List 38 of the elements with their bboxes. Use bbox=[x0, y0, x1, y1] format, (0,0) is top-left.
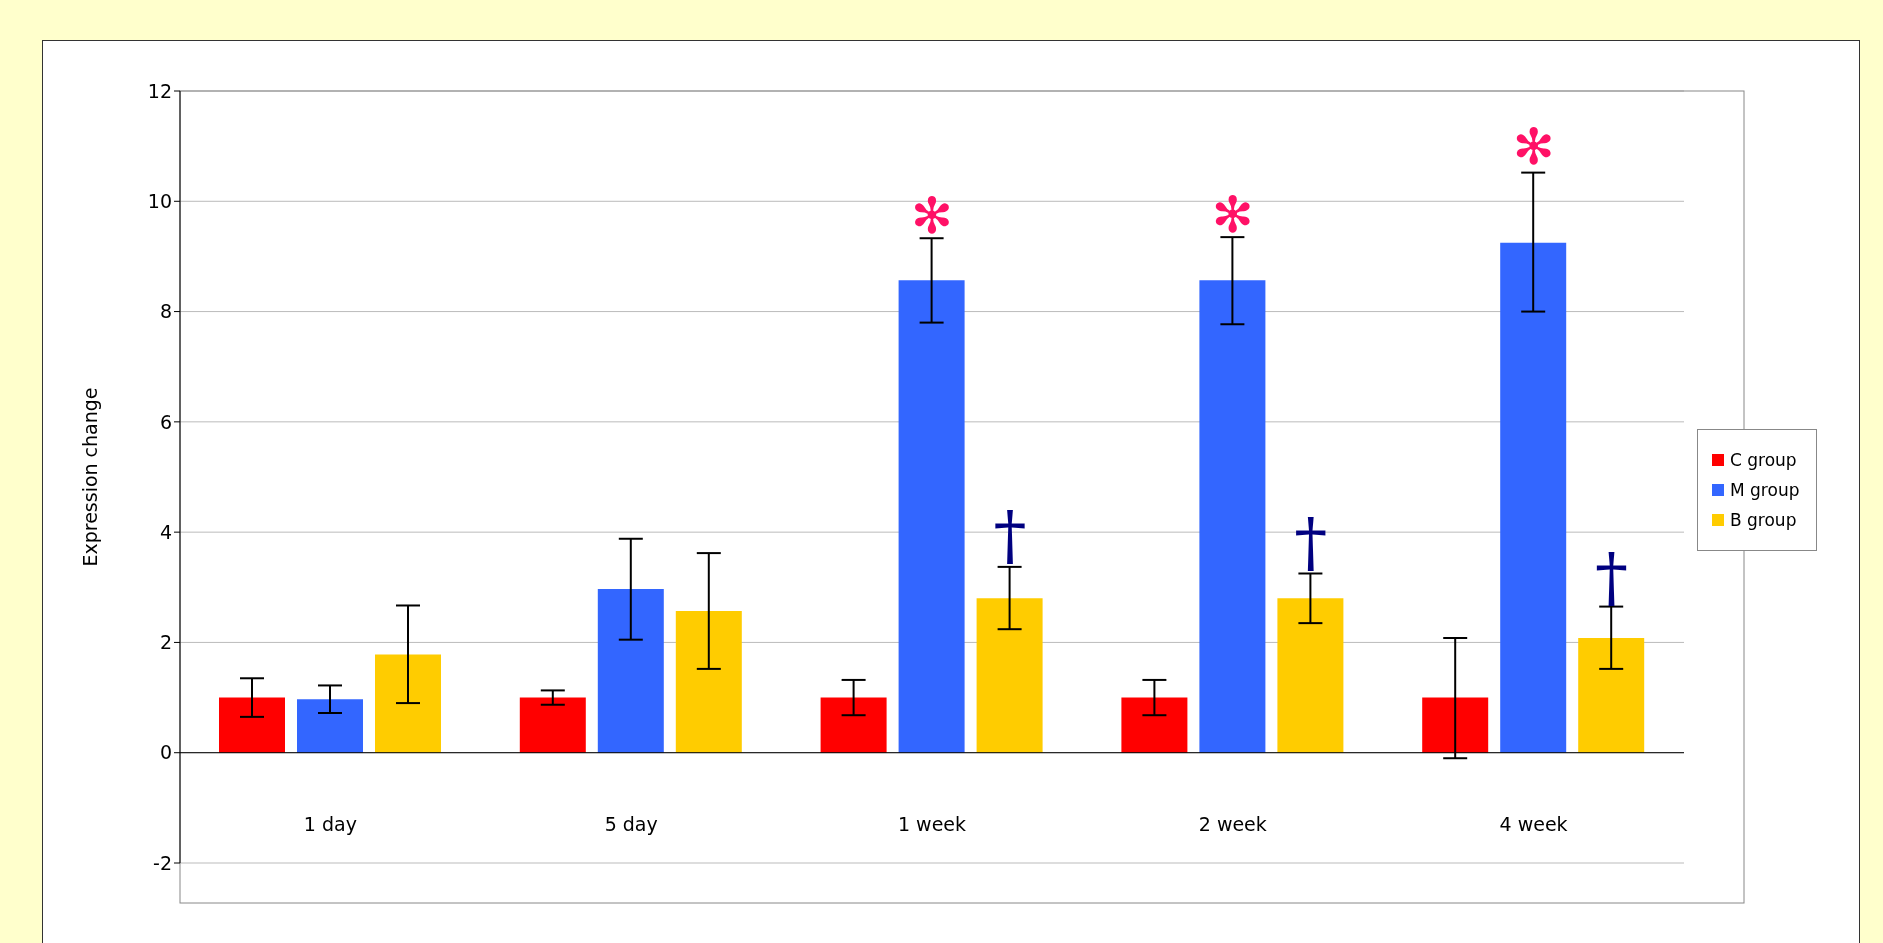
bar bbox=[519, 697, 586, 753]
annotation: ✻ bbox=[1211, 185, 1254, 244]
bar bbox=[375, 654, 441, 753]
legend-label: M group bbox=[1730, 480, 1800, 500]
bar bbox=[898, 280, 965, 753]
bar bbox=[597, 588, 664, 753]
bar bbox=[1578, 638, 1645, 753]
annotation: † bbox=[1595, 538, 1629, 616]
y-tick-label: 10 bbox=[147, 190, 172, 213]
y-axis-title: Expression change bbox=[78, 387, 101, 567]
bar bbox=[1500, 242, 1567, 753]
legend-label: B group bbox=[1730, 510, 1797, 530]
bar bbox=[219, 697, 285, 753]
bar bbox=[1277, 598, 1344, 753]
y-tick-label: 12 bbox=[147, 79, 172, 102]
legend-label: C group bbox=[1730, 450, 1797, 470]
bar bbox=[1199, 280, 1266, 753]
bar bbox=[297, 699, 363, 753]
x-tick-label: 4 week bbox=[1499, 813, 1568, 835]
annotation: † bbox=[993, 497, 1027, 575]
y-tick-label: 2 bbox=[159, 631, 172, 654]
bar bbox=[1121, 697, 1188, 753]
annotation: † bbox=[1294, 504, 1328, 581]
x-tick-label: 2 week bbox=[1198, 813, 1267, 835]
annotation: ✻ bbox=[1512, 117, 1555, 176]
y-tick-label: -2 bbox=[153, 851, 172, 874]
x-tick-label: 1 week bbox=[897, 813, 967, 835]
x-tick-label: 5 day bbox=[604, 813, 658, 835]
bar bbox=[1422, 697, 1489, 753]
y-tick-label: 6 bbox=[159, 410, 172, 433]
bar bbox=[675, 611, 742, 753]
bar bbox=[976, 598, 1043, 753]
y-tick-label: 4 bbox=[159, 520, 172, 543]
bar bbox=[820, 697, 887, 753]
y-tick-label: 8 bbox=[159, 300, 172, 323]
annotation: ✻ bbox=[911, 186, 953, 245]
x-tick-label: 1 day bbox=[303, 813, 357, 835]
y-tick-label: 0 bbox=[159, 741, 172, 764]
